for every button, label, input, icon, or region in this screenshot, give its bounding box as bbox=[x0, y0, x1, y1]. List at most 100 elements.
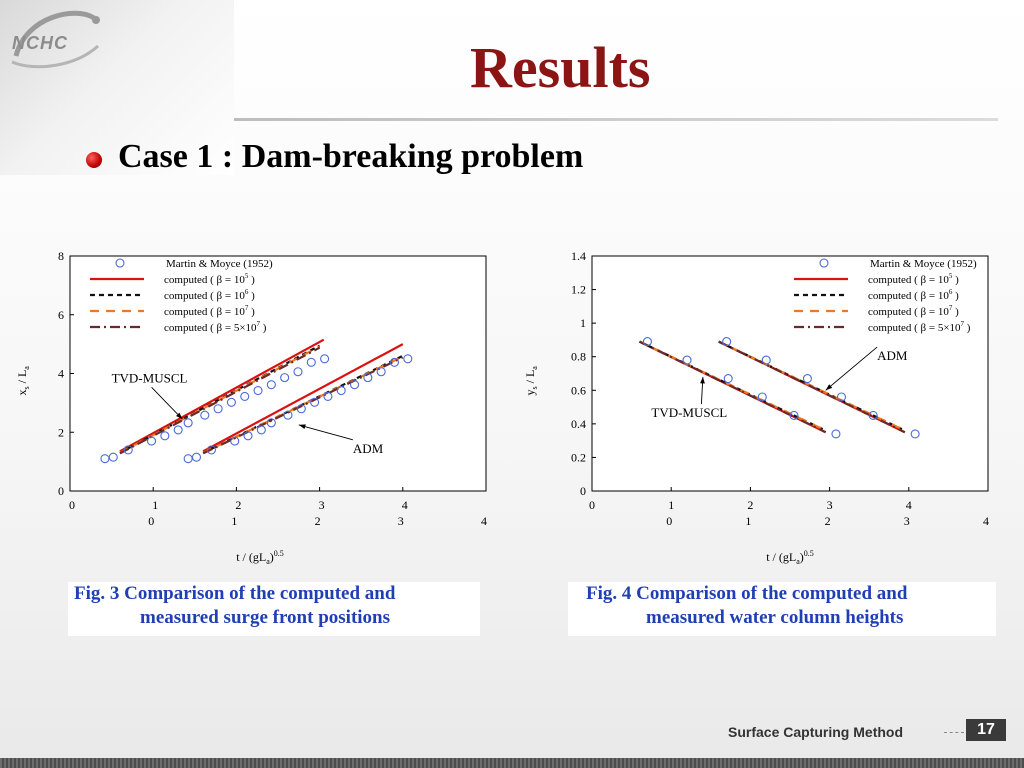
y-axis-label-mid: / L bbox=[523, 370, 537, 387]
y-tick-label: 0 bbox=[580, 484, 586, 498]
data-point-marker bbox=[293, 367, 303, 377]
x-tick-label-secondary: 3 bbox=[398, 514, 404, 528]
x-axis-label-main: t / (gL bbox=[766, 550, 796, 564]
data-point-marker bbox=[722, 337, 732, 347]
legend-label-text: computed ( β = 10 bbox=[868, 306, 949, 318]
legend-label-text: computed ( β = 10 bbox=[868, 274, 949, 286]
data-point-marker bbox=[243, 431, 253, 441]
x-axis-label-sup: 0.5 bbox=[274, 549, 284, 558]
legend-label: computed ( β = 105 ) bbox=[164, 272, 255, 286]
x-tick-label: 1 bbox=[668, 498, 674, 512]
data-point-marker bbox=[642, 337, 652, 347]
data-point-marker bbox=[306, 357, 316, 367]
legend-label: computed ( β = 107 ) bbox=[164, 304, 255, 318]
legend-label: Martin & Moyce (1952) bbox=[870, 258, 977, 270]
legend-label-text: computed ( β = 5×10 bbox=[164, 322, 257, 334]
annotation-arrow bbox=[298, 424, 353, 441]
y-axis-label: xs / La bbox=[15, 366, 31, 396]
annotation-arrowhead-icon bbox=[298, 424, 306, 429]
annotation-arrow bbox=[825, 346, 878, 391]
legend-label-sup: 7 bbox=[949, 304, 953, 312]
fig4-caption: Fig. 4 Comparison of the computed and me… bbox=[568, 582, 996, 636]
legend-label-tail: ) bbox=[248, 274, 255, 286]
legend-label: computed ( β = 106 ) bbox=[164, 288, 255, 302]
bullet-text: Case 1 : Dam-breaking problem bbox=[118, 138, 584, 175]
legend-label-tail: ) bbox=[248, 290, 255, 302]
x-tick-label: 3 bbox=[827, 498, 833, 512]
data-point-marker bbox=[206, 445, 216, 455]
y-tick-label: 0.6 bbox=[571, 383, 586, 397]
data-point-marker bbox=[831, 429, 841, 439]
fig3-caption-line2: measured surge front positions bbox=[140, 607, 391, 628]
legend-label-sup: 6 bbox=[245, 288, 249, 296]
data-point-marker bbox=[363, 373, 373, 383]
y-axis-label-sub: s bbox=[530, 386, 539, 389]
annotation-label: ADM bbox=[353, 441, 384, 456]
y-tick-label: 1 bbox=[580, 316, 586, 330]
data-point-marker bbox=[230, 436, 240, 446]
fig3-caption-line1: Fig. 3 Comparison of the computed and bbox=[74, 583, 396, 604]
legend-label-sup: 5 bbox=[949, 272, 953, 280]
y-tick-label: 0.4 bbox=[571, 417, 586, 431]
data-point-marker bbox=[256, 425, 266, 435]
x-tick-label-secondary: 1 bbox=[745, 514, 751, 528]
x-axis-label-main: t / (gL bbox=[236, 550, 266, 564]
x-tick-label-secondary: 1 bbox=[231, 514, 237, 528]
data-point-marker bbox=[403, 354, 413, 364]
x-axis-label-close: ) bbox=[800, 550, 804, 564]
x-tick-label-secondary: 4 bbox=[983, 514, 989, 528]
data-point-marker bbox=[723, 373, 733, 384]
legend-label-tail: ) bbox=[260, 322, 267, 334]
legend-label-text: computed ( β = 10 bbox=[164, 306, 245, 318]
series-line-dash-orange bbox=[119, 345, 321, 454]
y-tick-label: 1.2 bbox=[571, 283, 586, 297]
annotation-arrow bbox=[151, 386, 183, 420]
legend-label: computed ( β = 106 ) bbox=[868, 288, 959, 302]
data-point-marker bbox=[868, 410, 878, 421]
data-point-marker bbox=[253, 385, 263, 396]
logo-panel: NCHC bbox=[0, 0, 234, 175]
fig3-caption: Fig. 3 Comparison of the computed and me… bbox=[68, 582, 480, 636]
data-point-marker bbox=[280, 373, 290, 383]
x-tick-label: 1 bbox=[152, 498, 158, 512]
x-axis-label-sub: a bbox=[796, 557, 800, 566]
data-point-marker bbox=[123, 445, 133, 455]
x-tick-label: 2 bbox=[747, 498, 753, 512]
data-point-marker bbox=[146, 436, 157, 446]
legend-label: computed ( β = 105 ) bbox=[868, 272, 959, 286]
x-tick-label-secondary: 2 bbox=[315, 514, 321, 528]
x-tick-label: 2 bbox=[235, 498, 241, 512]
y-axis-label-sub: a bbox=[530, 366, 539, 370]
x-tick-label-secondary: 0 bbox=[666, 514, 672, 528]
x-axis-label: t / (gLa)0.5 bbox=[236, 549, 284, 566]
series-line-dashdot-brown bbox=[119, 346, 321, 455]
x-tick-label: 4 bbox=[906, 498, 912, 512]
y-axis-label-sub: a bbox=[22, 366, 31, 370]
x-tick-label-secondary: 3 bbox=[904, 514, 910, 528]
water-column-chart: 00.20.40.60.811.21.40 1 2 3 40 1 2 3 4ys / Lat /… bbox=[523, 249, 989, 566]
data-point-marker bbox=[310, 397, 320, 407]
legend-label-sup: 7 bbox=[245, 304, 249, 312]
data-point-marker bbox=[108, 452, 118, 462]
legend-label-tail: ) bbox=[952, 290, 959, 302]
series-line-dashdot-brown bbox=[718, 340, 906, 434]
legend-label-text: computed ( β = 10 bbox=[868, 290, 949, 302]
data-point-marker bbox=[160, 431, 170, 441]
x-axis-label: t / (gLa)0.5 bbox=[766, 549, 814, 566]
legend-label-sup: 6 bbox=[949, 288, 953, 296]
x-tick-label: 0 bbox=[69, 498, 75, 512]
y-tick-label: 0 bbox=[58, 484, 64, 498]
legend-label-sup: 7 bbox=[961, 320, 965, 328]
x-axis-label-close: ) bbox=[270, 550, 274, 564]
fig4-caption-line2: measured water column heights bbox=[646, 607, 904, 628]
y-tick-label: 4 bbox=[58, 367, 64, 381]
x-tick-label: 0 bbox=[589, 498, 595, 512]
plot-frame bbox=[591, 255, 989, 492]
legend-marker-icon bbox=[819, 258, 829, 268]
y-axis-label-main: y bbox=[523, 390, 537, 396]
annotation-arrowhead-icon bbox=[700, 376, 705, 384]
data-point-marker bbox=[336, 385, 346, 396]
x-axis-label-sup: 0.5 bbox=[804, 549, 814, 558]
y-tick-label: 2 bbox=[58, 425, 64, 439]
legend-label-tail: ) bbox=[964, 322, 971, 334]
